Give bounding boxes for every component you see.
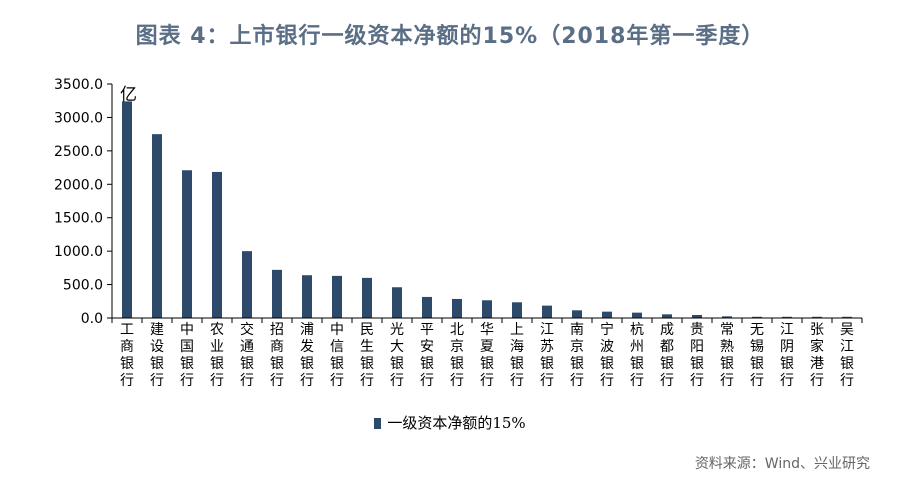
x-tick-label: 宁波银行 bbox=[600, 321, 614, 389]
x-tick-label: 建设银行 bbox=[150, 322, 164, 389]
x-tick-label: 常熟银行 bbox=[720, 322, 734, 389]
bar bbox=[242, 251, 252, 318]
bar bbox=[512, 302, 522, 318]
bar bbox=[302, 275, 312, 318]
bar bbox=[632, 312, 642, 318]
x-tick-label: 成都银行 bbox=[660, 322, 674, 389]
bar bbox=[542, 305, 552, 318]
y-tick-label: 3000.0 bbox=[54, 110, 103, 126]
x-tick-label: 南京银行 bbox=[570, 322, 584, 389]
unit-label: 亿 bbox=[120, 85, 137, 105]
bar bbox=[692, 314, 702, 318]
x-tick-label: 江阴银行 bbox=[780, 322, 794, 389]
x-tick-label: 北京银行 bbox=[450, 322, 464, 389]
x-tick-label: 交通银行 bbox=[240, 321, 254, 389]
bar bbox=[812, 316, 822, 318]
y-tick-label: 1500.0 bbox=[54, 211, 103, 227]
bar bbox=[362, 277, 372, 318]
bar bbox=[152, 134, 162, 318]
x-tick-label: 贵阳银行 bbox=[690, 322, 704, 389]
x-tick-label: 平安银行 bbox=[420, 322, 434, 389]
legend-label: 一级资本净额的15% bbox=[387, 414, 526, 432]
bar bbox=[212, 171, 222, 318]
x-tick-label: 工商银行 bbox=[120, 322, 134, 389]
x-tick-label: 招商银行 bbox=[270, 322, 284, 389]
y-tick-label: 2500.0 bbox=[54, 144, 103, 160]
bar bbox=[122, 101, 132, 318]
x-tick-label: 华夏银行 bbox=[480, 322, 494, 389]
x-tick-label: 江苏银行 bbox=[540, 322, 554, 389]
bar bbox=[392, 287, 402, 318]
bar bbox=[842, 316, 852, 318]
x-tick-label: 上海银行 bbox=[510, 322, 524, 389]
legend-swatch bbox=[374, 418, 382, 429]
y-tick-label: 500.0 bbox=[63, 278, 103, 294]
bar bbox=[782, 316, 792, 318]
x-axis: 工商银行 建设银行 中国银行 农业银行 交通银行 招商银行 浦发银行 中信银行 民生银行 光大银行… bbox=[111, 317, 863, 389]
x-tick-label: 张家港行 bbox=[810, 322, 824, 389]
bar bbox=[722, 316, 732, 318]
y-tick-label: 2000.0 bbox=[54, 177, 103, 193]
bar bbox=[182, 170, 192, 318]
bar bbox=[752, 316, 762, 318]
bar bbox=[272, 269, 282, 318]
chart-title: 图表 4：上市银行一级资本净额的15%（2018年第一季度） bbox=[135, 24, 765, 49]
y-tick-label: 0.0 bbox=[81, 311, 103, 327]
x-tick-label: 杭州银行 bbox=[630, 322, 644, 389]
x-tick-label: 中信银行 bbox=[330, 322, 344, 389]
x-tick-label: 农业银行 bbox=[210, 322, 224, 389]
y-tick-label: 3500.0 bbox=[54, 77, 103, 93]
source-note: 资料来源：Wind、兴业研究 bbox=[694, 456, 870, 472]
y-axis: 0.0 500.0 1000.0 1500.0 2000.0 2500.0 3000.0 35… bbox=[54, 77, 113, 327]
bar bbox=[422, 296, 432, 318]
x-tick-label: 浦发银行 bbox=[300, 322, 314, 389]
legend: 一级资本净额的15% bbox=[0, 412, 900, 433]
x-tick-label: 中国银行 bbox=[180, 322, 194, 389]
y-tick-label: 1000.0 bbox=[54, 244, 103, 260]
bar bbox=[602, 311, 612, 318]
bar bbox=[662, 314, 672, 318]
bar bbox=[452, 298, 462, 318]
bar bbox=[482, 300, 492, 318]
bars-group bbox=[122, 101, 852, 318]
x-tick-label: 民生银行 bbox=[360, 322, 374, 389]
bar bbox=[572, 310, 582, 318]
x-tick-label: 吴江银行 bbox=[840, 322, 854, 389]
bar bbox=[332, 275, 342, 318]
x-tick-label: 无锡银行 bbox=[750, 322, 764, 389]
x-tick-label: 光大银行 bbox=[390, 322, 404, 389]
